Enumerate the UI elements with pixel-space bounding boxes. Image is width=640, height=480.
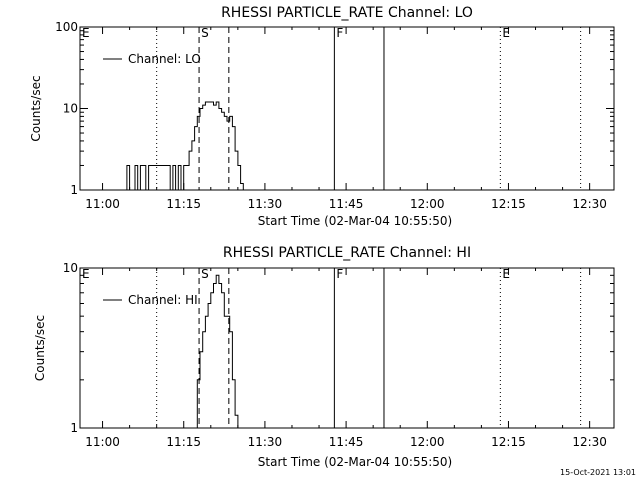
plot-frame xyxy=(79,267,615,429)
chart-title: RHESSI PARTICLE_RATE Channel: HI xyxy=(223,245,471,261)
event-marker-label: E xyxy=(502,26,510,40)
x-tick-label: 11:30 xyxy=(248,435,283,449)
x-tick-label: 12:15 xyxy=(491,197,526,211)
y-axis-label: Counts/sec xyxy=(33,315,47,381)
legend-entry: Channel: HI xyxy=(128,293,198,307)
chart-title: RHESSI PARTICLE_RATE Channel: LO xyxy=(221,5,473,21)
x-tick-label: 11:00 xyxy=(85,435,120,449)
x-tick-label: 11:00 xyxy=(85,197,120,211)
y-tick-label: 10 xyxy=(63,102,78,116)
x-tick-label: 12:30 xyxy=(572,197,607,211)
x-tick-label: 12:00 xyxy=(410,435,445,449)
x-tick-label: 12:30 xyxy=(572,435,607,449)
event-marker-label: S xyxy=(201,267,209,281)
x-axis-label: Start Time (02-Mar-04 10:55:50) xyxy=(258,214,452,228)
event-marker-label: E xyxy=(82,26,90,40)
x-tick-label: 11:30 xyxy=(248,197,283,211)
event-marker-label: F xyxy=(336,26,343,40)
x-tick-label: 12:00 xyxy=(410,197,445,211)
legend-entry: Channel: LO xyxy=(128,52,201,66)
event-marker-label: E xyxy=(82,267,90,281)
series-line-channel-lo xyxy=(124,101,249,191)
x-axis-label: Start Time (02-Mar-04 10:55:50) xyxy=(258,455,452,469)
chart-panel-1: RHESSI PARTICLE_RATE Channel: HI Start Ti… xyxy=(33,245,615,469)
chart-panel-0: RHESSI PARTICLE_RATE Channel: LO Start Ti… xyxy=(29,5,615,228)
y-axis-label: Counts/sec xyxy=(29,75,43,141)
event-marker-label: F xyxy=(336,267,343,281)
y-tick-label: 10 xyxy=(63,261,78,275)
x-tick-label: 11:15 xyxy=(166,197,201,211)
event-marker-label: S xyxy=(201,26,209,40)
x-tick-label: 12:15 xyxy=(491,435,526,449)
x-tick-label: 11:45 xyxy=(329,197,364,211)
y-tick-label: 1 xyxy=(70,183,78,197)
y-tick-label: 100 xyxy=(55,20,78,34)
y-tick-label: 1 xyxy=(70,421,78,435)
series-line-channel-hi xyxy=(194,274,241,429)
event-marker-label: E xyxy=(502,267,510,281)
x-tick-label: 11:45 xyxy=(329,435,364,449)
x-tick-label: 11:15 xyxy=(166,435,201,449)
footer-timestamp: 15-Oct-2021 13:01 xyxy=(560,468,636,477)
